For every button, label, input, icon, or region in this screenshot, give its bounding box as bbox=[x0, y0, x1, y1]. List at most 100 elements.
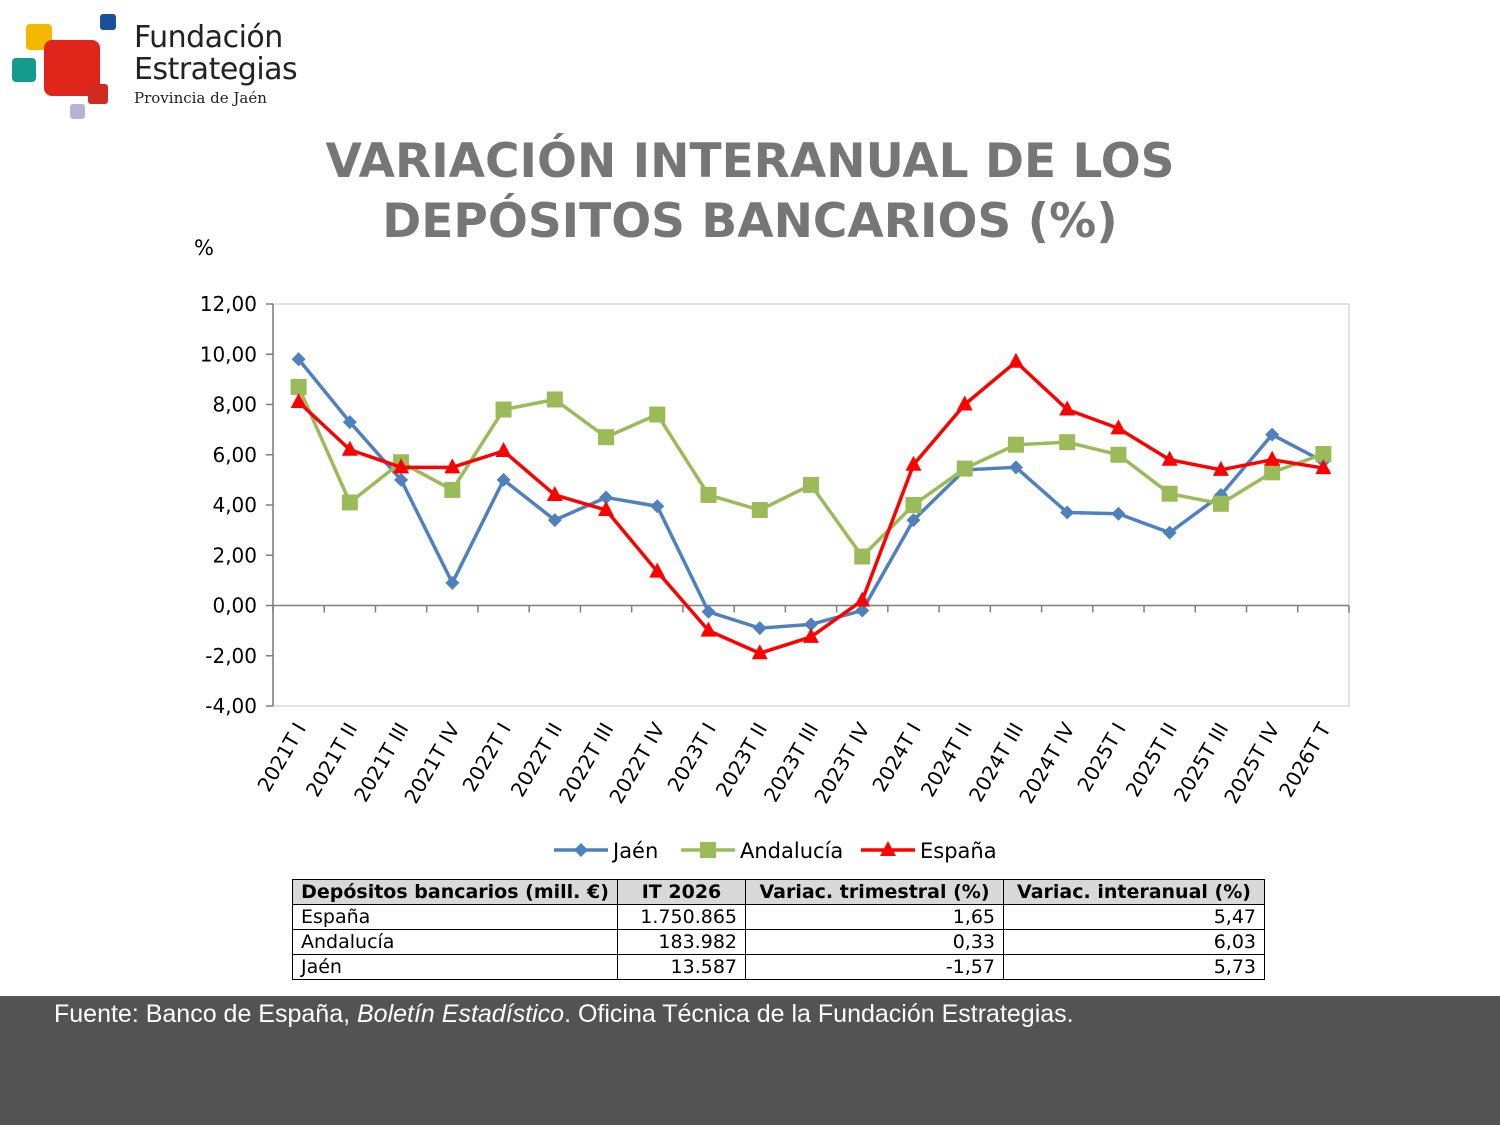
table-row: España 1.750.865 1,65 5,47 bbox=[292, 904, 1265, 930]
x-tick-label: 2025T I bbox=[1072, 719, 1130, 796]
legend-label: España bbox=[920, 839, 997, 863]
table-cell: 183.982 bbox=[617, 929, 746, 955]
title-line-2: DEPÓSITOS BANCARIOS (%) bbox=[382, 194, 1118, 249]
data-point bbox=[444, 458, 461, 474]
series-line bbox=[297, 360, 1324, 655]
series-3 bbox=[290, 352, 1332, 660]
table-cell: 1.750.865 bbox=[617, 904, 746, 930]
y-tick-label: -4,00 bbox=[205, 694, 257, 718]
table-cell: 5,47 bbox=[1003, 904, 1265, 930]
data-point bbox=[1161, 450, 1178, 466]
data-point bbox=[1315, 459, 1332, 475]
y-tick-label: 4,00 bbox=[212, 493, 257, 517]
table-header-cell: Depósitos bancarios (mill. €) bbox=[292, 879, 618, 905]
data-point bbox=[495, 401, 512, 418]
table-header-cell: Variac. interanual (%) bbox=[1003, 879, 1265, 905]
data-point bbox=[906, 513, 921, 528]
data-point bbox=[804, 617, 818, 632]
data-point bbox=[547, 513, 562, 528]
title-line-1: VARIACIÓN INTERANUAL DE LOS bbox=[325, 134, 1175, 189]
logo-line-1: Fundación bbox=[134, 20, 283, 55]
table-cell: 0,33 bbox=[745, 929, 1004, 955]
data-point bbox=[290, 378, 307, 395]
data-point bbox=[341, 440, 358, 456]
logo-blue-square bbox=[100, 14, 116, 30]
data-point bbox=[956, 395, 973, 411]
data-point bbox=[394, 472, 409, 487]
data-point bbox=[599, 490, 614, 505]
y-tick-label: 10,00 bbox=[200, 342, 257, 366]
data-point bbox=[1212, 495, 1229, 512]
logo-line-3: Provincia de Jaén bbox=[134, 89, 267, 107]
page-title: VARIACIÓN INTERANUAL DE LOS DEPÓSITOS BA… bbox=[0, 132, 1500, 252]
data-point bbox=[854, 591, 871, 607]
legend-marker bbox=[700, 842, 716, 858]
data-point bbox=[854, 548, 871, 565]
table-cell: -1,57 bbox=[745, 954, 1004, 980]
data-point bbox=[905, 455, 922, 471]
table-cell: España bbox=[292, 904, 618, 930]
source-prefix: Fuente: Banco de España, bbox=[54, 1000, 357, 1028]
table-row: Andalucía 183.982 0,33 6,03 bbox=[292, 929, 1265, 955]
data-point bbox=[1315, 445, 1332, 462]
legend-marker bbox=[574, 843, 588, 857]
x-tick-label: 2023T I bbox=[662, 719, 720, 796]
y-tick-label: 0,00 bbox=[212, 594, 257, 618]
source-suffix: . Oficina Técnica de la Fundación Estrat… bbox=[564, 1000, 1074, 1028]
table-cell: 1,65 bbox=[745, 904, 1004, 930]
data-point bbox=[1059, 400, 1076, 416]
data-point bbox=[905, 497, 922, 513]
data-point bbox=[1111, 506, 1126, 521]
y-unit-label: % bbox=[194, 236, 214, 260]
y-tick-label: 12,00 bbox=[200, 292, 257, 316]
y-tick-label: 2,00 bbox=[212, 543, 257, 567]
table-header-cell: IT 2026 bbox=[617, 879, 746, 905]
data-point bbox=[700, 486, 717, 503]
data-point bbox=[752, 621, 767, 636]
logo-line-2: Estrategias bbox=[134, 52, 298, 87]
data-point bbox=[701, 604, 716, 619]
data-point bbox=[803, 476, 819, 493]
data-point bbox=[1060, 505, 1075, 520]
series-layer bbox=[290, 352, 1332, 660]
brand-logo: Fundación Estrategias Provincia de Jaén bbox=[10, 12, 310, 122]
data-point bbox=[650, 499, 665, 514]
footer-bar: Fuente: Banco de España, Boletín Estadís… bbox=[0, 996, 1500, 1125]
logo-lavender-square bbox=[70, 104, 85, 119]
legend-label: Jaén bbox=[611, 839, 658, 863]
table-cell: Jaén bbox=[292, 954, 618, 980]
data-point bbox=[649, 562, 666, 578]
logo-darkred-square bbox=[88, 84, 108, 104]
data-point bbox=[546, 391, 563, 408]
data-point bbox=[290, 392, 307, 408]
table-header-cell: Variac. trimestral (%) bbox=[745, 879, 1004, 905]
data-point bbox=[1008, 460, 1023, 475]
data-point bbox=[1265, 427, 1280, 442]
table-cell: 13.587 bbox=[617, 954, 746, 980]
data-point bbox=[1264, 450, 1281, 466]
data-point bbox=[393, 458, 410, 474]
data-point bbox=[700, 621, 717, 637]
data-point bbox=[341, 494, 358, 511]
data-point bbox=[495, 441, 512, 457]
legend-marker bbox=[880, 841, 896, 856]
x-tick-label: 2021T I bbox=[252, 719, 310, 796]
table-cell: Andalucía bbox=[292, 929, 618, 955]
data-point bbox=[291, 352, 306, 367]
data-point bbox=[855, 603, 870, 618]
x-tick-label: 2022T I bbox=[457, 719, 515, 796]
source-publication: Boletín Estadístico bbox=[357, 1000, 565, 1028]
data-point bbox=[1110, 446, 1127, 463]
y-tick-label: -2,00 bbox=[205, 644, 257, 668]
data-point bbox=[956, 460, 973, 477]
data-point bbox=[496, 472, 511, 487]
chart-legend: Jaén Andalucía España bbox=[554, 839, 997, 863]
data-point bbox=[803, 627, 819, 643]
data-point bbox=[1110, 419, 1127, 435]
data-point bbox=[1007, 352, 1024, 368]
table-cell: 6,03 bbox=[1003, 929, 1265, 955]
logo-teal-square bbox=[12, 58, 36, 82]
table-cell: 5,73 bbox=[1003, 954, 1265, 980]
data-point bbox=[751, 644, 768, 660]
data-point bbox=[1161, 485, 1178, 502]
